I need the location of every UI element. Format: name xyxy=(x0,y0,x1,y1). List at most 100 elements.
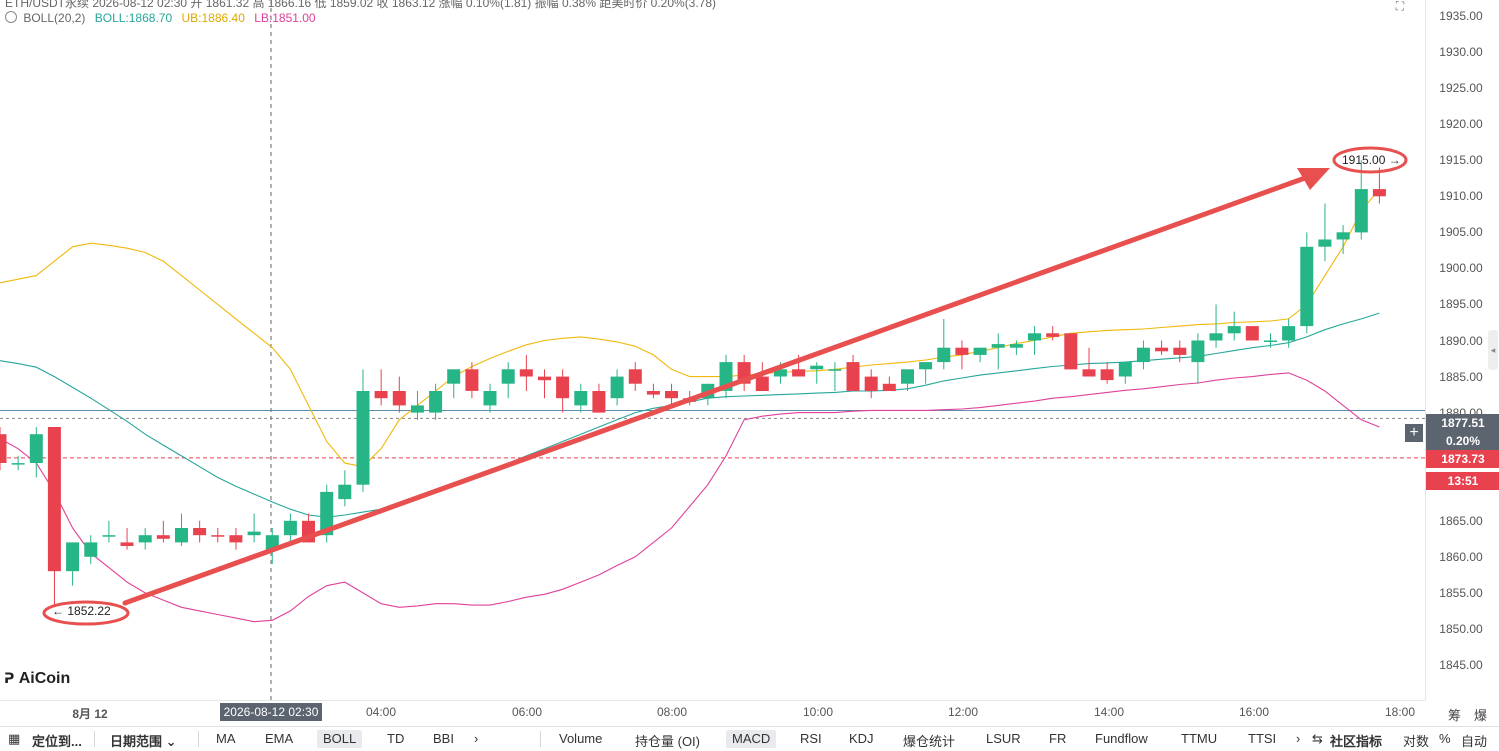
candle-body xyxy=(265,535,279,550)
candle-body xyxy=(828,369,842,371)
current-change-tag: 0.20% xyxy=(1426,432,1499,450)
candle-body xyxy=(0,434,7,463)
price-tick-label: 1900.00 xyxy=(1439,261,1483,276)
candle-body xyxy=(1336,232,1350,240)
boll-legend: BOLL(20,2) BOLL:1868.70 UB:1886.40 LB:18… xyxy=(5,11,316,25)
candle-body xyxy=(429,391,443,413)
percent-scale-button[interactable]: % xyxy=(1439,731,1451,746)
candle-body xyxy=(1264,340,1277,342)
high-price-annotation: 1915.00 → xyxy=(1342,153,1401,167)
bottom-toolbar: ▦ 定位到... 日期范围 ⌄ MA EMA BOLL TD BBI › Vol… xyxy=(0,726,1499,751)
indicator-oi[interactable]: 持仓量 (OI) xyxy=(635,734,700,749)
boll-upper-band xyxy=(0,188,1380,468)
chevron-down-icon: ⌄ xyxy=(165,734,177,749)
candle-body xyxy=(919,362,933,370)
chevron-right-icon[interactable]: › xyxy=(474,731,479,746)
price-axis[interactable]: 1935.00 1930.00 1925.00 1920.00 1915.00 1910.… xyxy=(1425,0,1499,700)
ub-value: UB:1886.40 xyxy=(181,11,245,25)
lb-value: LB:1851.00 xyxy=(254,11,316,25)
indicator-macd[interactable]: MACD xyxy=(726,730,777,748)
low-price-label: 1852.22 xyxy=(67,604,111,618)
price-tick-label: 1865.00 xyxy=(1439,513,1483,528)
candle-body xyxy=(501,369,515,384)
candle-body xyxy=(447,369,461,384)
candlestick-chart[interactable] xyxy=(0,0,1425,700)
trend-arrow-head xyxy=(1297,168,1330,190)
candle-body xyxy=(538,376,551,381)
time-tick-label: 14:00 xyxy=(1093,705,1125,719)
candle-body xyxy=(628,369,642,384)
price-tick-label: 1935.00 xyxy=(1439,9,1483,23)
time-tick-label: 08:00 xyxy=(656,705,688,719)
boll-value: BOLL:1868.70 xyxy=(94,11,173,25)
candle-body xyxy=(592,391,606,413)
indicator-ema[interactable]: EMA xyxy=(265,731,294,746)
candle-body xyxy=(610,376,624,399)
boll-label[interactable]: BOLL(20,2) xyxy=(23,11,86,25)
indicator-rsi[interactable]: RSI xyxy=(800,731,822,746)
indicator-ttsi[interactable]: TTSI xyxy=(1248,731,1277,746)
liquidation-button[interactable]: 爆 xyxy=(1474,708,1488,723)
add-alert-button[interactable]: + xyxy=(1405,424,1423,442)
date-range-button[interactable]: 日期范围 ⌄ xyxy=(110,734,177,749)
toolbar-divider xyxy=(198,731,199,747)
toolbar-divider xyxy=(94,731,95,747)
high-price-circle xyxy=(1332,146,1408,174)
crosshair-time-label: 2026-08-12 02:30 xyxy=(220,703,322,721)
candle-body xyxy=(1028,333,1041,341)
candle-body xyxy=(1318,239,1332,247)
price-tick-label: 1920.00 xyxy=(1439,117,1483,132)
candle-body xyxy=(1191,340,1205,363)
candle-body xyxy=(193,528,207,536)
aicoin-logo: ᕈ AiCoin xyxy=(4,670,71,687)
candle-body xyxy=(120,542,134,546)
community-indicator-icon[interactable]: ⇆ xyxy=(1312,731,1323,746)
price-tick-label: 1895.00 xyxy=(1439,297,1483,312)
candle-body xyxy=(66,542,80,572)
expand-icon[interactable]: ⛶ xyxy=(1395,0,1405,13)
chevron-right-icon[interactable]: › xyxy=(1296,731,1301,746)
candle-body xyxy=(665,391,678,399)
candle-body xyxy=(1155,347,1169,352)
auto-scale-button[interactable]: 自动 xyxy=(1461,734,1488,749)
indicator-ma[interactable]: MA xyxy=(216,731,236,746)
current-price-tag: 1877.51 xyxy=(1426,414,1499,432)
indicator-ttmu[interactable]: TTMU xyxy=(1181,731,1218,746)
price-tick-label: 1930.00 xyxy=(1439,45,1483,60)
time-tick-label: 04:00 xyxy=(365,705,397,719)
indicator-td[interactable]: TD xyxy=(387,731,405,746)
chart-area[interactable]: ETH/USDT永续 2026-08-12 02:30 开 1861.32 高 … xyxy=(0,0,1425,700)
candle-body xyxy=(29,434,43,463)
collapse-panel-handle[interactable]: ◂ xyxy=(1488,330,1498,370)
candle-body xyxy=(175,528,188,543)
indicator-bbi[interactable]: BBI xyxy=(433,731,454,746)
candle-body xyxy=(810,365,824,370)
last-price-tag: 1873.73 xyxy=(1426,450,1499,468)
indicator-kdj[interactable]: KDJ xyxy=(849,731,874,746)
candle-body xyxy=(755,376,769,391)
ohlc-header: ETH/USDT永续 2026-08-12 02:30 开 1861.32 高 … xyxy=(5,0,717,10)
chip-button[interactable]: 筹 xyxy=(1448,708,1462,723)
candle-body xyxy=(392,391,406,406)
locate-button[interactable]: 定位到... xyxy=(32,734,82,749)
time-axis: 8月 12 04:00 06:00 08:00 10:00 12:00 14:00 16:00… xyxy=(0,700,1487,727)
calendar-icon[interactable]: ▦ xyxy=(8,731,21,746)
community-indicator-button[interactable]: 社区指标 xyxy=(1330,734,1383,749)
indicator-liquidation[interactable]: 爆仓统计 xyxy=(903,734,956,749)
price-tick-label: 1860.00 xyxy=(1439,549,1483,564)
time-tick-label: 18:00 xyxy=(1384,705,1416,719)
indicator-boll[interactable]: BOLL xyxy=(317,730,363,748)
time-tick-label: 16:00 xyxy=(1238,705,1270,719)
candle-body xyxy=(1118,362,1132,377)
indicator-volume[interactable]: Volume xyxy=(559,731,603,746)
price-tick-label: 1885.00 xyxy=(1439,369,1483,384)
candle-body xyxy=(646,391,660,395)
candle-body xyxy=(410,405,424,413)
bell-icon[interactable] xyxy=(5,11,17,23)
log-scale-button[interactable]: 对数 xyxy=(1403,734,1430,749)
indicator-lsur[interactable]: LSUR xyxy=(986,731,1021,746)
indicator-fr[interactable]: FR xyxy=(1049,731,1067,746)
indicator-fundflow[interactable]: Fundflow xyxy=(1095,731,1148,746)
price-tick-label: 1890.00 xyxy=(1439,333,1483,348)
candle-body xyxy=(1009,344,1023,348)
